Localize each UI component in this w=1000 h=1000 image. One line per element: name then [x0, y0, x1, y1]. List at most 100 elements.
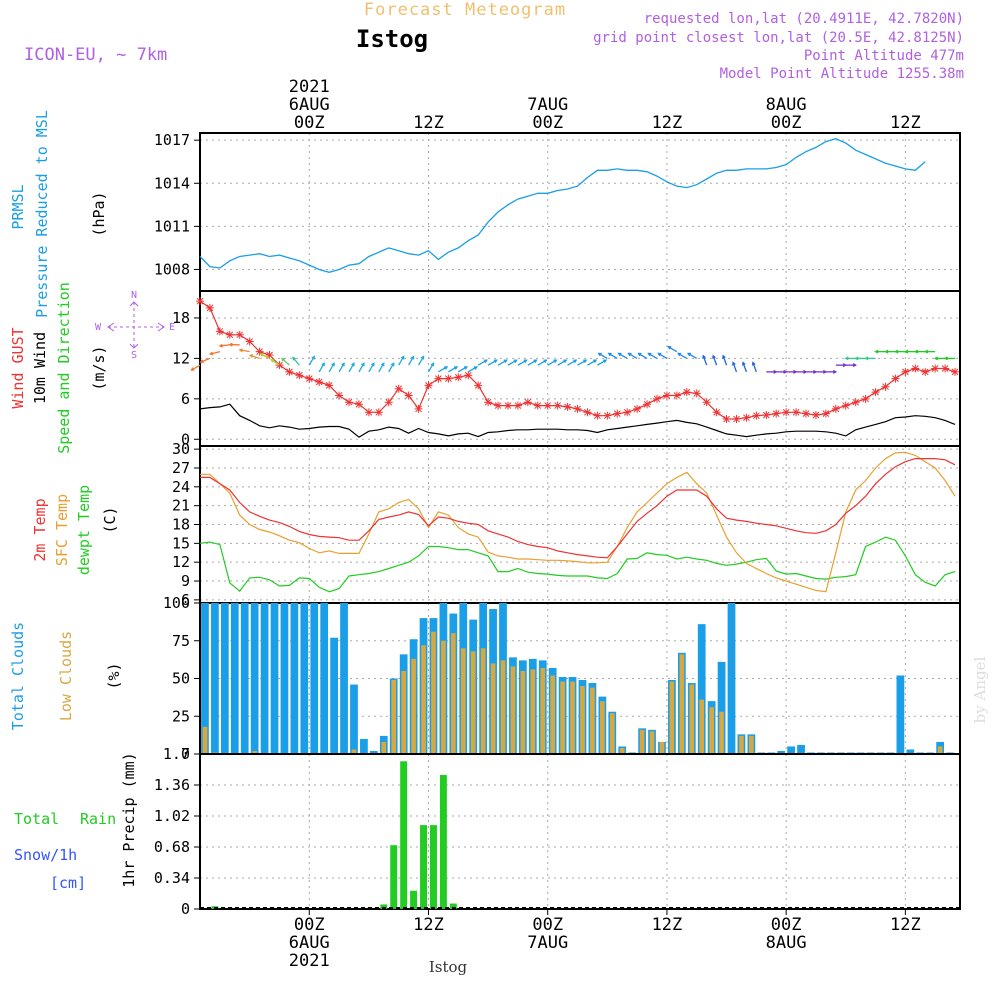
y-tick-label: 30 [172, 440, 190, 458]
gust-marker [652, 394, 661, 403]
low-cloud-bar [381, 741, 387, 754]
wind-arrowhead [597, 352, 602, 357]
gust-marker [792, 408, 801, 417]
gust-marker [841, 401, 850, 410]
wind-direction-arrow [249, 354, 260, 360]
total-cloud-bar [250, 603, 259, 754]
low-cloud-bar [520, 670, 526, 754]
gust-marker [474, 381, 483, 390]
pressure-panel: 1008 1011 1014 1017 [154, 131, 961, 292]
low-cloud-bar [460, 648, 466, 754]
gust-marker [345, 398, 354, 407]
bottom-hour-label: 12Z [890, 915, 921, 935]
wind-arrowhead [543, 359, 548, 364]
gust-marker [782, 408, 791, 417]
total-label: Total [14, 810, 59, 828]
gust-marker [871, 388, 880, 397]
wind-arrowhead [454, 366, 459, 370]
gust-marker [553, 401, 562, 410]
wind-arrowhead [751, 361, 756, 366]
model-altitude: Model Point Altitude 1255.38m [720, 66, 964, 82]
wind-direction-arrow [577, 359, 587, 366]
bottom-date-label: 6AUG [289, 933, 330, 953]
precip-unit-label: 1hr Precip (mm) [120, 752, 138, 887]
y-tick-label: 25 [172, 707, 190, 725]
total-cloud-bar [369, 750, 378, 754]
rain-bar [380, 904, 388, 909]
total-cloud-bar [350, 684, 358, 754]
wind-arrowhead [331, 362, 335, 367]
wind-unit-label: (m/s) [90, 345, 108, 390]
top-hour-label: 12Z [413, 113, 444, 133]
low-cloud-bar [351, 749, 357, 754]
temp-2m-label: 2m Temp [31, 498, 49, 561]
wind-direction-arrow [507, 359, 517, 366]
low-cloud-bar [749, 735, 754, 754]
low-cloud-bar [600, 701, 605, 754]
wind-arrowhead [463, 366, 469, 370]
y-tick-label: 1008 [154, 260, 190, 278]
gust-marker [245, 337, 254, 346]
total-cloud-bar [727, 603, 736, 754]
wind-arrowhead [647, 352, 652, 357]
snow-label: Snow/1h [14, 846, 77, 864]
wind-arrowhead [513, 359, 518, 364]
total-cloud-bar [300, 603, 309, 754]
y-tick-label: 6 [181, 591, 190, 609]
wind-arrowhead [208, 351, 214, 356]
wind-arrowhead [627, 352, 632, 357]
wind-direction-arrow [438, 366, 448, 373]
gust-marker [633, 404, 642, 413]
rain-bar [449, 903, 457, 909]
gust-marker [285, 367, 294, 376]
gust-marker [722, 415, 731, 424]
wind-arrowhead [238, 348, 243, 353]
low-cloud-bar [470, 651, 476, 754]
low-cloud-bar [709, 707, 714, 754]
wind-arrowhead [420, 355, 425, 360]
wind-arrowhead [583, 359, 588, 364]
wind-direction-arrow [618, 352, 628, 359]
sfc-temp-line [200, 451, 956, 593]
top-date-label: 7AUG [527, 95, 568, 115]
wind-direction-arrow [191, 364, 201, 371]
watermark: by Angel [971, 656, 989, 723]
wind-direction-arrow [200, 357, 211, 363]
model-name: ICON-EU, ~ 7km [24, 45, 167, 65]
gust-marker [742, 413, 751, 422]
gust-marker [931, 364, 940, 373]
low-cloud-bar [391, 680, 397, 754]
total-cloud-bar [797, 744, 805, 754]
top-date-label: 8AUG [766, 95, 807, 115]
wind-direction-arrow [457, 366, 468, 373]
wind-direction-arrow [527, 359, 537, 366]
wind-arrowhead [722, 354, 726, 359]
low-cloud-bar [659, 741, 665, 754]
gust-marker [335, 391, 344, 400]
gust-marker [394, 384, 403, 393]
wind-arrowhead [874, 349, 879, 354]
low-cloud-bar [411, 658, 416, 754]
gust-marker [225, 330, 234, 339]
rain-label: Rain [80, 810, 116, 828]
wind-arrowhead [321, 362, 325, 367]
low-cloud-bar [540, 667, 546, 754]
low-cloud-bar [441, 640, 446, 754]
compass-west: W [95, 322, 102, 333]
low-cloud-bar [202, 726, 208, 754]
total-cloud-bar [220, 603, 229, 754]
total-cloud-bar [906, 749, 915, 754]
y-tick-label: 1014 [154, 174, 190, 192]
rain-bar [429, 825, 437, 909]
total-cloud-bar [230, 603, 239, 754]
wind-direction-arrow [318, 362, 325, 373]
snow-unit-label: [cm] [50, 874, 86, 892]
y-tick-label: 9 [181, 572, 190, 590]
wind-direction-arrow [368, 362, 375, 373]
wind-arrowhead [270, 358, 275, 363]
wind-direction-arrow [657, 352, 668, 359]
gust-marker [384, 398, 393, 407]
wind-arrowhead [523, 359, 528, 364]
wind-direction-arrow [597, 359, 607, 366]
wind-arrowhead [573, 359, 578, 364]
